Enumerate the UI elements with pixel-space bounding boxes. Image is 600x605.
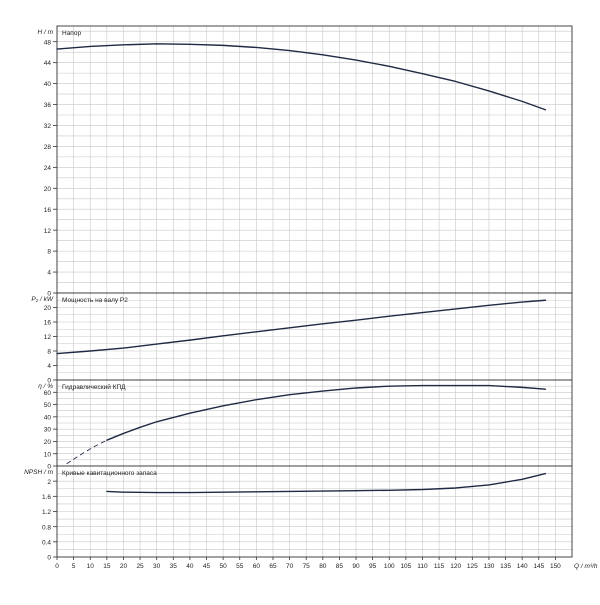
x-axis: 0 5 10 15 20 25 30 35 40 45 50 55 60 65 70 75 80 85 90 95 10…: [55, 557, 598, 570]
x-tick-label: 50: [220, 563, 228, 570]
x-tick-label: 150: [550, 563, 561, 570]
y-tick-label: 16: [44, 207, 52, 214]
series-line-efficiency: [106, 384, 547, 441]
y-axis-label: P₂ / kW: [31, 296, 53, 303]
y-tick-label: 0: [47, 378, 51, 385]
x-tick-label: 145: [533, 563, 544, 570]
x-tick-label: 75: [303, 563, 311, 570]
x-tick-label: 15: [103, 563, 111, 570]
y-tick-label: 30: [44, 427, 52, 434]
panel-efficiency: 0 10 20 30 40 50 60η / % Гидравлический КПД: [38, 379, 573, 471]
y-tick-label: 8: [47, 249, 51, 256]
y-tick-label: 60: [44, 390, 52, 397]
x-tick-label: 0: [55, 563, 59, 570]
y-tick-label: 44: [44, 60, 52, 67]
y-tick-label: 4: [47, 270, 51, 277]
y-tick-label: 4: [47, 363, 51, 370]
panel-power: 0 4 8 12 16 20 P₂ / kW Мощность на валу P2: [31, 292, 573, 385]
x-tick-label: 45: [203, 563, 211, 570]
y-tick-label: 48: [44, 39, 52, 46]
x-tick-label: 65: [269, 563, 277, 570]
x-tick-label: 70: [286, 563, 294, 570]
y-tick-label: 10: [44, 451, 52, 458]
series-line-dashed-efficiency: [66, 439, 108, 464]
series-line-power: [56, 299, 547, 355]
x-tick-label: 35: [170, 563, 178, 570]
x-tick-label: 5: [72, 563, 76, 570]
x-tick-label: 60: [253, 563, 261, 570]
y-tick-label: 0: [47, 291, 51, 298]
y-tick-label: 50: [44, 402, 52, 409]
y-tick-label: 12: [44, 228, 52, 235]
y-tick-label: 1.6: [42, 494, 51, 501]
x-tick-label: 105: [400, 563, 411, 570]
x-tick-label: 40: [186, 563, 194, 570]
x-tick-label: 100: [384, 563, 395, 570]
y-tick-label: 36: [44, 102, 52, 109]
panel-title: Напор: [62, 30, 81, 37]
y-tick-label: 28: [44, 144, 52, 151]
y-tick-label: 0.4: [42, 539, 51, 546]
y-tick-label: 0: [47, 555, 51, 562]
y-tick-label: 16: [44, 320, 52, 327]
x-tick-label: 95: [369, 563, 377, 570]
x-tick-label: 10: [87, 563, 95, 570]
y-axis-label: η / %: [38, 383, 53, 390]
x-tick-label: 115: [434, 563, 445, 570]
x-tick-label: 125: [467, 563, 478, 570]
series-line-npsh: [106, 472, 547, 494]
series-line-head: [56, 43, 547, 111]
y-axis-label: NPSH / m: [24, 469, 53, 476]
panel-title: Мощность на валу P2: [62, 297, 128, 304]
y-tick-label: 1.2: [42, 509, 51, 516]
panel-title: Гидравлический КПД: [62, 383, 126, 391]
x-tick-label: 120: [450, 563, 461, 570]
y-tick-label: 0.8: [42, 524, 51, 531]
x-tick-label: 90: [352, 563, 360, 570]
x-tick-label: 130: [484, 563, 495, 570]
y-tick-label: 2: [47, 479, 51, 486]
y-axis-label: H / m: [37, 29, 53, 36]
panel-npsh: 0 0.4 0.8 1.2 1.6 2 NPSH / m Кривые кавитационн…: [24, 465, 573, 562]
y-tick-label: 32: [44, 123, 52, 130]
x-tick-label: 135: [500, 563, 511, 570]
y-tick-label: 40: [44, 81, 52, 88]
x-tick-label: 25: [136, 563, 144, 570]
x-tick-label: 85: [336, 563, 344, 570]
y-tick-label: 20: [44, 186, 52, 193]
y-tick-label: 12: [44, 334, 52, 341]
x-tick-label: 80: [319, 563, 327, 570]
x-tick-label: 30: [153, 563, 161, 570]
y-tick-label: 24: [44, 165, 52, 172]
y-tick-label: 20: [44, 305, 52, 312]
plot-area: [57, 26, 572, 293]
x-tick-label: 140: [517, 563, 528, 570]
y-tick-label: 20: [44, 439, 52, 446]
y-tick-label: 40: [44, 414, 52, 421]
x-tick-label: 110: [417, 563, 428, 570]
x-tick-label: 55: [236, 563, 244, 570]
x-tick-label: 20: [120, 563, 128, 570]
y-tick-label: 8: [47, 349, 51, 356]
panel-title: Кривые кавитационного запаса: [62, 470, 157, 477]
x-axis-label: Q / m³/h: [574, 563, 598, 570]
y-tick-label: 0: [47, 464, 51, 471]
